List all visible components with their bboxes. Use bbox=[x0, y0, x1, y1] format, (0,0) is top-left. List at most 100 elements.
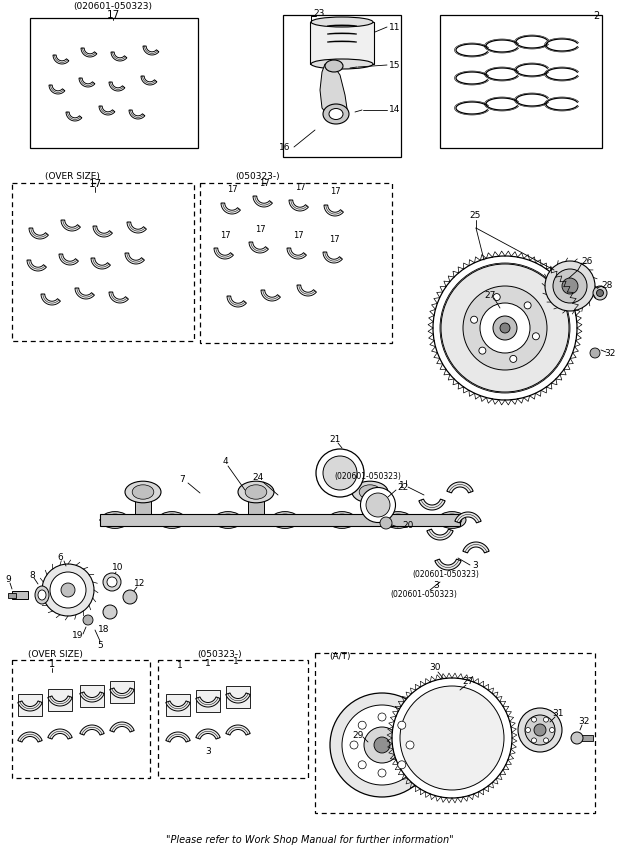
Bar bbox=[440, 15, 602, 148]
Ellipse shape bbox=[352, 481, 388, 503]
Text: 17: 17 bbox=[329, 235, 339, 243]
Polygon shape bbox=[109, 292, 128, 303]
Polygon shape bbox=[289, 200, 308, 211]
Circle shape bbox=[531, 738, 536, 743]
Polygon shape bbox=[196, 697, 220, 707]
Text: 24: 24 bbox=[252, 473, 264, 483]
Polygon shape bbox=[75, 288, 94, 299]
Text: 17: 17 bbox=[255, 225, 265, 233]
Text: 25: 25 bbox=[469, 210, 481, 220]
Bar bbox=[48, 689, 72, 711]
Polygon shape bbox=[91, 258, 110, 269]
Ellipse shape bbox=[35, 586, 49, 604]
Polygon shape bbox=[49, 85, 65, 94]
Circle shape bbox=[571, 732, 583, 744]
Text: 2: 2 bbox=[593, 11, 599, 21]
Ellipse shape bbox=[105, 514, 125, 526]
Circle shape bbox=[50, 572, 86, 608]
Bar bbox=[310, 22, 374, 64]
Polygon shape bbox=[324, 205, 343, 216]
Ellipse shape bbox=[275, 514, 294, 526]
Text: 17: 17 bbox=[219, 231, 230, 239]
Bar bbox=[166, 694, 190, 716]
Circle shape bbox=[510, 355, 517, 362]
Circle shape bbox=[83, 615, 93, 625]
Circle shape bbox=[358, 721, 366, 729]
Circle shape bbox=[380, 517, 392, 529]
Bar bbox=[362, 498, 378, 520]
Text: 18: 18 bbox=[98, 626, 110, 634]
Bar bbox=[12, 183, 194, 341]
Bar bbox=[8, 593, 16, 598]
Bar bbox=[158, 660, 308, 778]
Ellipse shape bbox=[214, 511, 242, 528]
Text: 16: 16 bbox=[279, 143, 291, 153]
Bar bbox=[579, 735, 593, 741]
Polygon shape bbox=[166, 701, 190, 711]
Ellipse shape bbox=[384, 511, 412, 528]
Polygon shape bbox=[196, 729, 220, 739]
Polygon shape bbox=[129, 110, 145, 119]
Polygon shape bbox=[226, 693, 250, 703]
Text: 17: 17 bbox=[259, 178, 269, 187]
Ellipse shape bbox=[132, 485, 154, 499]
Text: (020601-050323): (020601-050323) bbox=[412, 571, 479, 579]
Circle shape bbox=[544, 717, 549, 722]
Ellipse shape bbox=[162, 514, 182, 526]
Ellipse shape bbox=[323, 456, 357, 490]
Circle shape bbox=[531, 717, 536, 722]
Text: (020601-050323): (020601-050323) bbox=[74, 2, 153, 10]
Bar bbox=[283, 15, 401, 157]
Polygon shape bbox=[41, 294, 60, 305]
Circle shape bbox=[471, 316, 477, 323]
Bar bbox=[12, 591, 28, 599]
Text: 17: 17 bbox=[89, 179, 102, 189]
Ellipse shape bbox=[359, 485, 381, 499]
Text: 4: 4 bbox=[222, 458, 228, 466]
Circle shape bbox=[544, 738, 549, 743]
Circle shape bbox=[534, 724, 546, 736]
Circle shape bbox=[479, 347, 486, 354]
Polygon shape bbox=[79, 78, 95, 87]
Ellipse shape bbox=[328, 511, 356, 528]
Polygon shape bbox=[53, 55, 69, 64]
Text: 6: 6 bbox=[57, 554, 63, 562]
Ellipse shape bbox=[311, 17, 373, 27]
Text: 21: 21 bbox=[329, 434, 340, 444]
Polygon shape bbox=[227, 296, 246, 307]
Text: 9: 9 bbox=[5, 576, 11, 584]
Polygon shape bbox=[226, 725, 250, 735]
Ellipse shape bbox=[316, 449, 364, 497]
Polygon shape bbox=[141, 76, 157, 85]
Text: 17: 17 bbox=[227, 186, 237, 194]
Text: 1: 1 bbox=[177, 661, 183, 671]
Polygon shape bbox=[127, 222, 146, 233]
Polygon shape bbox=[29, 228, 48, 239]
Text: (OVER SIZE): (OVER SIZE) bbox=[45, 171, 99, 181]
Text: 30: 30 bbox=[429, 663, 441, 672]
Bar bbox=[248, 522, 264, 524]
Text: 23: 23 bbox=[313, 9, 325, 19]
Bar bbox=[110, 681, 134, 703]
Circle shape bbox=[593, 286, 607, 300]
Circle shape bbox=[350, 741, 358, 749]
Text: 3: 3 bbox=[205, 747, 211, 756]
Polygon shape bbox=[297, 285, 316, 296]
Text: 31: 31 bbox=[552, 710, 564, 718]
Circle shape bbox=[545, 261, 595, 311]
Bar bbox=[12, 660, 150, 778]
Polygon shape bbox=[111, 52, 127, 61]
Circle shape bbox=[342, 705, 422, 785]
Polygon shape bbox=[320, 64, 348, 120]
Polygon shape bbox=[66, 112, 82, 121]
Circle shape bbox=[526, 728, 531, 733]
Text: 1: 1 bbox=[399, 481, 405, 489]
Text: 26: 26 bbox=[582, 258, 593, 266]
Polygon shape bbox=[61, 220, 81, 231]
Circle shape bbox=[440, 263, 570, 393]
Text: 5: 5 bbox=[97, 640, 103, 650]
Circle shape bbox=[590, 348, 600, 358]
Circle shape bbox=[562, 278, 578, 294]
Polygon shape bbox=[18, 732, 42, 742]
Polygon shape bbox=[427, 529, 453, 540]
